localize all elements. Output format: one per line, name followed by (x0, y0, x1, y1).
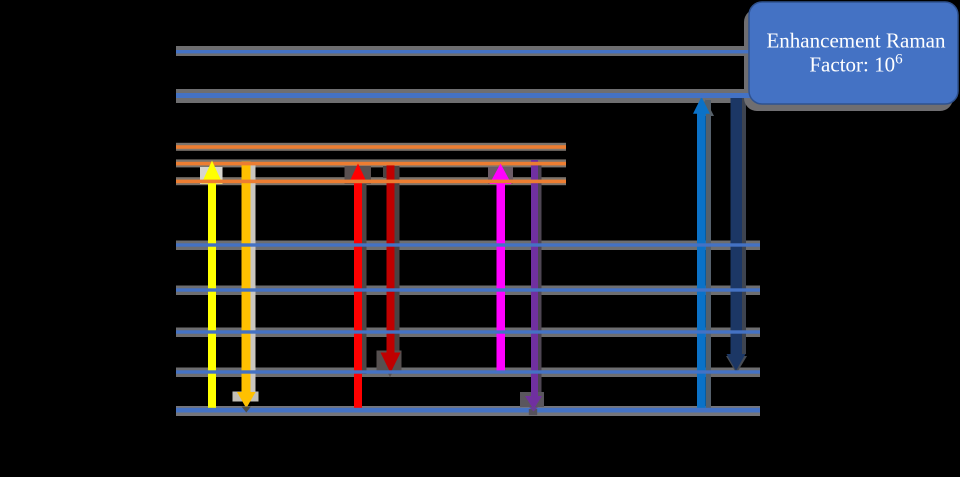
svg-text:Enhancement Raman: Enhancement Raman (766, 29, 946, 53)
svg-text:Factor: 106: Factor: 106 (809, 52, 903, 77)
